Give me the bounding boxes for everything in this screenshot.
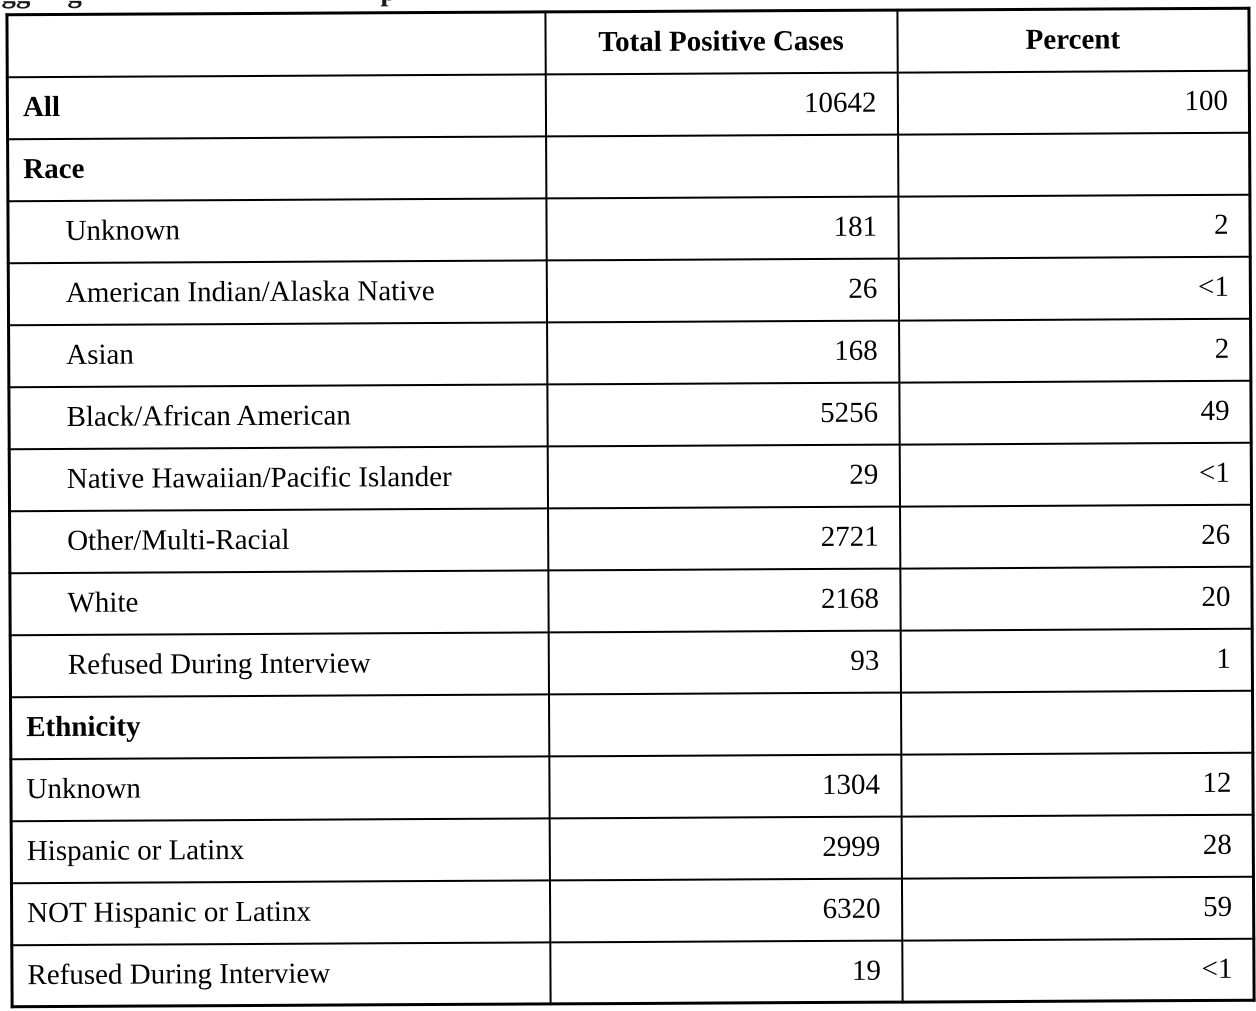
- total-positive-cases-cell: 29: [547, 444, 900, 508]
- total-positive-cases-cell: [548, 692, 901, 756]
- total-positive-cases-cell: 1304: [548, 754, 902, 818]
- total-positive-cases-cell: 93: [548, 630, 901, 694]
- percent-cell: [900, 690, 1253, 755]
- row-label-cell: Race: [7, 135, 546, 201]
- table-row: Refused During Interview 93 1: [10, 628, 1253, 697]
- table-row: NOT Hispanic or Latinx 6320 59: [11, 876, 1254, 945]
- total-positive-cases-cell: 2999: [549, 816, 902, 880]
- row-label-cell: Refused During Interview: [10, 631, 549, 697]
- percent-cell: <1: [901, 938, 1255, 1003]
- table-row: Ethnicity: [10, 690, 1253, 759]
- total-positive-cases-cell: 10642: [545, 72, 898, 136]
- table-row: American Indian/Alaska Native 26 <1: [8, 256, 1251, 325]
- total-positive-cases-cell: 2721: [547, 506, 900, 570]
- percent-cell: <1: [898, 256, 1251, 321]
- percent-cell: 2: [898, 318, 1251, 383]
- percent-cell: <1: [899, 442, 1252, 507]
- row-label-cell: Native Hawaiian/Pacific Islander: [9, 445, 548, 511]
- caption-fragment: p: [380, 0, 396, 8]
- demographics-table: Total Positive Cases Percent All 10642 100…: [5, 6, 1256, 1009]
- total-positive-cases-cell: 6320: [549, 878, 902, 942]
- caption-fragment: gg: [1, 0, 30, 10]
- total-positive-cases-cell: 181: [545, 196, 899, 260]
- percent-cell: 26: [899, 504, 1252, 569]
- percent-cell: 1: [900, 628, 1253, 693]
- row-label-cell: All: [7, 73, 546, 139]
- corner-header-cell: [6, 11, 546, 77]
- percent-cell: 100: [897, 70, 1250, 135]
- total-positive-cases-cell: 168: [546, 320, 899, 384]
- table-row: Race: [7, 132, 1250, 201]
- row-label-cell: Asian: [8, 321, 547, 387]
- total-positive-cases-cell: 19: [549, 940, 903, 1004]
- table-row: Asian 168 2: [8, 318, 1251, 387]
- total-positive-cases-cell: 5256: [546, 382, 900, 446]
- table-row: Unknown 181 2: [7, 194, 1251, 263]
- col-header-percent: Percent: [896, 8, 1250, 73]
- percent-cell: 12: [900, 752, 1254, 817]
- table-row: White 2168 20: [9, 566, 1253, 635]
- percent-cell: 49: [898, 380, 1252, 445]
- table-row: All 10642 100: [7, 70, 1250, 139]
- table-row: Other/Multi-Racial 2721 26: [9, 504, 1252, 573]
- row-label-cell: Unknown: [7, 197, 547, 263]
- row-label-cell: Unknown: [10, 755, 550, 821]
- percent-cell: 2: [897, 194, 1251, 259]
- table-row: Hispanic or Latinx 2999 28: [11, 814, 1254, 883]
- row-label-cell: Refused During Interview: [11, 941, 551, 1007]
- row-label-cell: White: [9, 569, 549, 635]
- table-row: Refused During Interview 19 <1: [11, 938, 1255, 1007]
- header-row: Total Positive Cases Percent: [6, 8, 1250, 77]
- row-label-cell: American Indian/Alaska Native: [8, 259, 547, 325]
- total-positive-cases-cell: 2168: [547, 568, 901, 632]
- table-row: Unknown 1304 12: [10, 752, 1254, 821]
- percent-cell: 28: [901, 814, 1254, 879]
- caption-fragment: g: [67, 0, 82, 10]
- table-row: Black/African American 5256 49: [8, 380, 1252, 449]
- row-label-cell: Ethnicity: [10, 693, 549, 759]
- row-label-cell: Other/Multi-Racial: [9, 507, 548, 573]
- table-body: All 10642 100 Race Unknown 181 2 American India…: [7, 70, 1255, 1007]
- table-row: Native Hawaiian/Pacific Islander 29 <1: [9, 442, 1252, 511]
- percent-cell: 59: [901, 876, 1254, 941]
- total-positive-cases-cell: [545, 134, 898, 198]
- row-label-cell: Black/African American: [8, 383, 548, 449]
- col-header-total-positive-cases: Total Positive Cases: [544, 10, 898, 74]
- row-label-cell: Hispanic or Latinx: [11, 817, 550, 883]
- percent-cell: [897, 132, 1250, 197]
- total-positive-cases-cell: 26: [546, 258, 899, 322]
- row-label-cell: NOT Hispanic or Latinx: [11, 879, 550, 945]
- percent-cell: 20: [899, 566, 1253, 631]
